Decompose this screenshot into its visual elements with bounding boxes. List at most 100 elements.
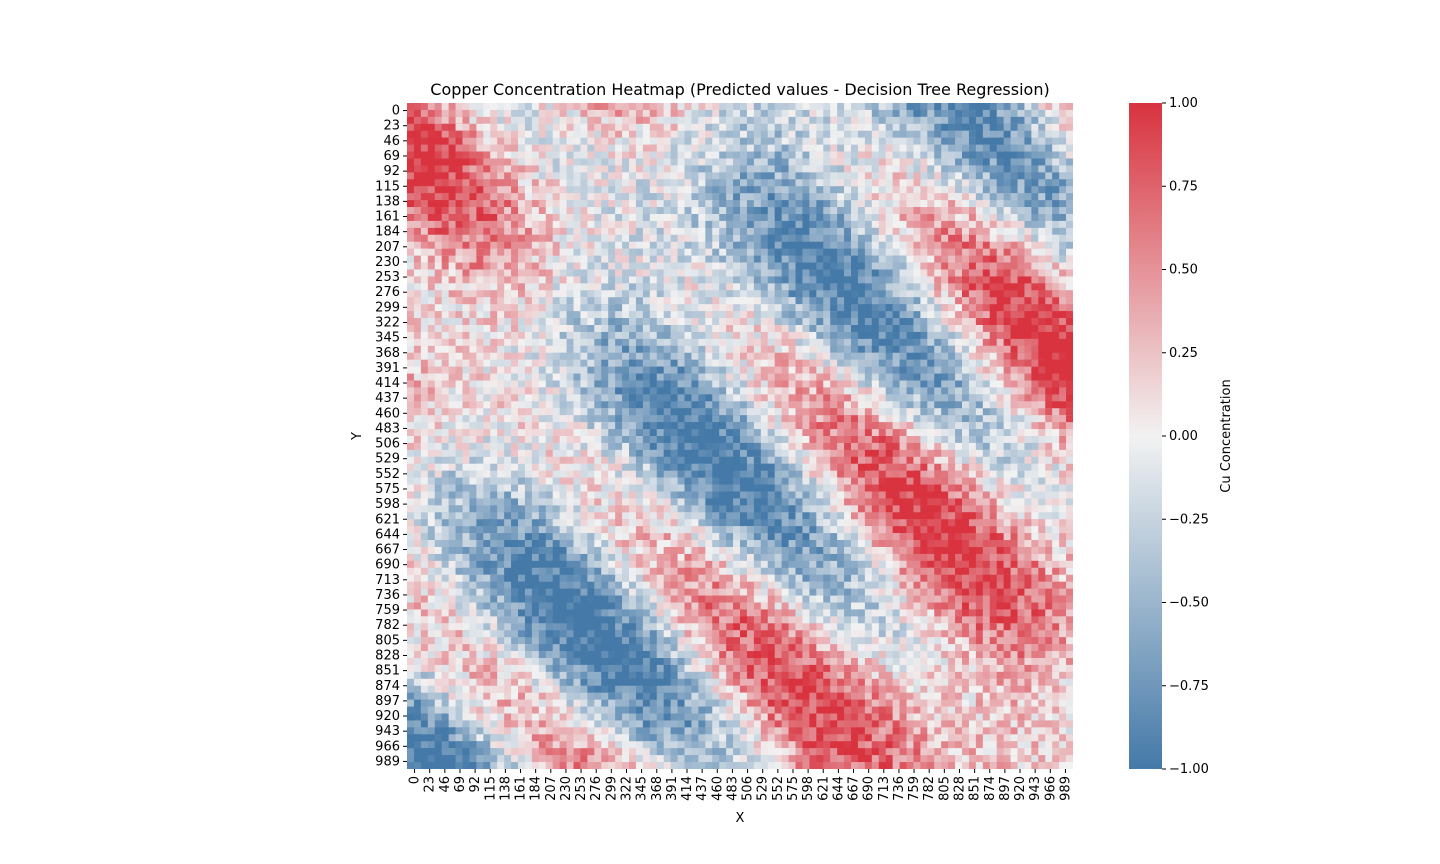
heatmap-cell bbox=[656, 186, 665, 194]
heatmap-cell bbox=[823, 262, 831, 270]
heatmap-cell bbox=[948, 401, 956, 409]
heatmap-cell bbox=[420, 158, 429, 166]
heatmap-cell bbox=[545, 373, 554, 381]
heatmap-cell bbox=[615, 151, 623, 159]
heatmap-cell bbox=[552, 304, 561, 312]
heatmap-cell bbox=[420, 179, 429, 187]
heatmap-cell bbox=[413, 241, 422, 250]
heatmap-cell bbox=[504, 283, 512, 291]
heatmap-cell bbox=[851, 200, 859, 208]
heatmap-cell bbox=[677, 380, 685, 388]
heatmap-cell bbox=[996, 172, 1005, 180]
heatmap-cell bbox=[809, 227, 817, 236]
heatmap-cell bbox=[427, 109, 436, 118]
heatmap-cell bbox=[934, 269, 942, 277]
heatmap-cell bbox=[413, 130, 422, 139]
heatmap-cell bbox=[927, 207, 935, 215]
heatmap-cell bbox=[823, 248, 831, 257]
heatmap-cell bbox=[476, 193, 484, 201]
heatmap-cell bbox=[615, 422, 623, 430]
heatmap-cell bbox=[441, 241, 450, 250]
heatmap-cell bbox=[622, 366, 630, 374]
heatmap-cell bbox=[712, 269, 720, 277]
heatmap-cell bbox=[427, 241, 436, 250]
heatmap-cell bbox=[1024, 456, 1032, 465]
heatmap-cell bbox=[760, 158, 769, 166]
heatmap-cell bbox=[857, 116, 866, 125]
heatmap-cell bbox=[1017, 179, 1025, 187]
heatmap-cell bbox=[1031, 408, 1039, 416]
heatmap-cell bbox=[407, 366, 415, 374]
heatmap-cell bbox=[469, 352, 477, 361]
heatmap-cell bbox=[830, 318, 838, 326]
heatmap-cell bbox=[844, 220, 852, 229]
heatmap-cell bbox=[802, 387, 810, 395]
heatmap-cell bbox=[788, 193, 796, 201]
heatmap-cell bbox=[531, 165, 540, 173]
heatmap-cell bbox=[927, 200, 935, 208]
heatmap-cell bbox=[469, 408, 477, 416]
heatmap-cell bbox=[955, 436, 963, 444]
heatmap-cell bbox=[809, 179, 817, 187]
heatmap-cell bbox=[955, 442, 963, 451]
heatmap-cell bbox=[441, 227, 450, 236]
heatmap-cell bbox=[635, 200, 644, 208]
heatmap-cell bbox=[538, 172, 547, 180]
heatmap-cell bbox=[608, 103, 616, 111]
heatmap-cell bbox=[580, 116, 588, 125]
heatmap-cell bbox=[760, 255, 769, 263]
heatmap-cell bbox=[490, 318, 498, 326]
heatmap-cell bbox=[427, 331, 436, 340]
heatmap-cell bbox=[504, 331, 512, 340]
heatmap-cell bbox=[899, 234, 907, 243]
heatmap-cell bbox=[1066, 415, 1073, 423]
heatmap-cell bbox=[941, 262, 949, 270]
heatmap-cell bbox=[899, 158, 907, 166]
heatmap-cell bbox=[594, 165, 602, 173]
heatmap-cell bbox=[504, 255, 512, 263]
heatmap-cell bbox=[830, 151, 838, 159]
heatmap-cell bbox=[684, 165, 692, 173]
heatmap-cell bbox=[545, 290, 554, 298]
heatmap-cell bbox=[698, 408, 706, 416]
heatmap-cell bbox=[996, 373, 1005, 381]
heatmap-cell bbox=[795, 345, 803, 354]
heatmap-cell bbox=[740, 283, 748, 291]
heatmap-cell bbox=[830, 200, 838, 208]
heatmap-cell bbox=[1031, 179, 1039, 187]
heatmap-cell bbox=[608, 338, 616, 347]
heatmap-cell bbox=[601, 103, 609, 111]
heatmap-cell bbox=[941, 325, 949, 333]
heatmap-cell bbox=[837, 311, 845, 319]
heatmap-cell bbox=[413, 193, 422, 201]
heatmap-cell bbox=[851, 338, 859, 347]
heatmap-cell bbox=[851, 415, 859, 423]
heatmap-cell bbox=[740, 137, 748, 146]
heatmap-cell bbox=[851, 304, 859, 312]
heatmap-cell bbox=[448, 186, 456, 194]
heatmap-cell bbox=[1024, 214, 1032, 222]
heatmap-cell bbox=[871, 179, 880, 187]
heatmap-cell bbox=[948, 359, 956, 368]
heatmap-cell bbox=[608, 165, 616, 173]
heatmap-cell bbox=[587, 380, 595, 388]
heatmap-cell bbox=[982, 366, 991, 374]
heatmap-cell bbox=[1024, 137, 1032, 146]
heatmap-cell bbox=[490, 304, 498, 312]
heatmap-cell bbox=[1066, 456, 1073, 465]
heatmap-cell bbox=[941, 394, 949, 402]
heatmap-cell bbox=[1045, 214, 1053, 222]
heatmap-cell bbox=[1066, 338, 1073, 347]
heatmap-cell bbox=[968, 220, 977, 229]
heatmap-cell bbox=[920, 179, 928, 187]
heatmap-cell bbox=[677, 352, 685, 361]
heatmap-cell bbox=[656, 449, 665, 458]
heatmap-cell bbox=[913, 220, 921, 229]
heatmap-cell bbox=[726, 429, 734, 437]
heatmap-cell bbox=[407, 352, 415, 361]
heatmap-cell bbox=[601, 151, 609, 159]
heatmap-cell bbox=[566, 352, 574, 361]
heatmap-cell bbox=[767, 227, 776, 236]
heatmap-cell bbox=[809, 109, 817, 118]
heatmap-cell bbox=[635, 220, 644, 229]
